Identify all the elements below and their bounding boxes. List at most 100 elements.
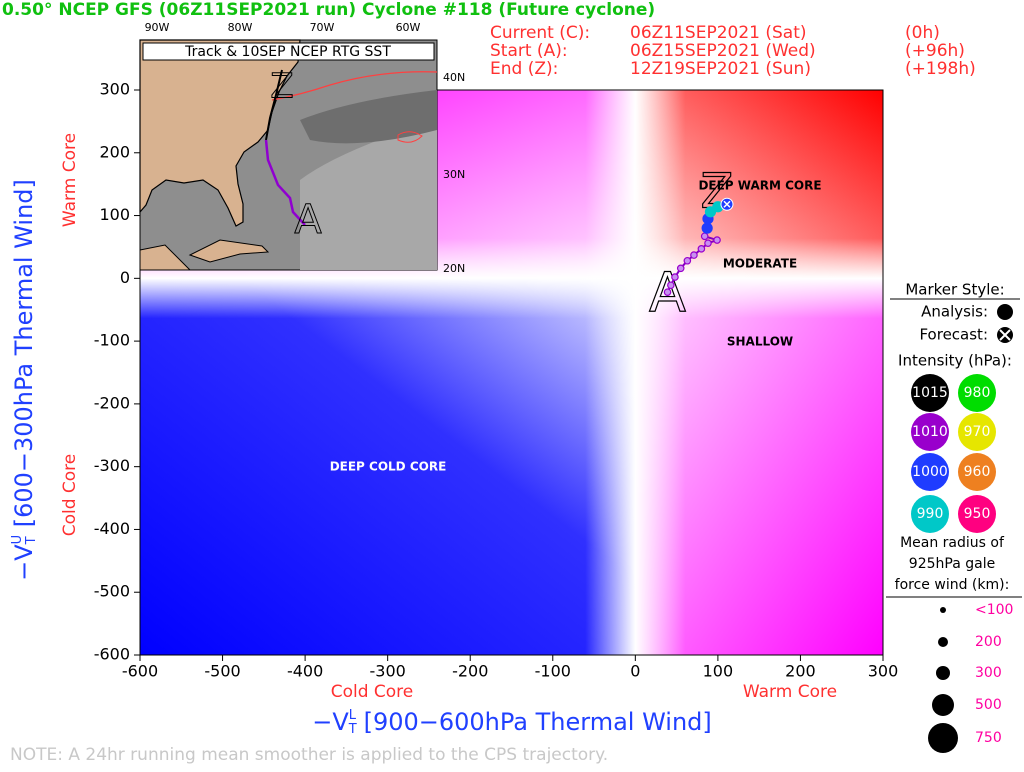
intensity-label: 980	[964, 385, 991, 401]
axis-label-part: [600−300hPa Thermal Wind]	[10, 179, 38, 535]
legend-title: force wind (km):	[895, 577, 1010, 593]
lon-label: 90W	[145, 21, 170, 34]
x-tick-label: -600	[122, 662, 158, 681]
track-point	[667, 281, 675, 290]
lat-label: 40N	[443, 71, 465, 84]
axis-label: −VTU [600−300hPa Thermal Wind]	[10, 179, 39, 581]
y-tick-label: 300	[99, 80, 130, 99]
inset-map: A Z Track & 10SEP NCEP RTG SST 90W 80W 70W 60W…	[139, 21, 465, 275]
intensity-label: 970	[964, 424, 991, 440]
ocean-dark	[300, 90, 437, 144]
radius-swatch	[938, 637, 948, 647]
x-tick-label: -200	[452, 662, 488, 681]
intensity-swatch	[911, 413, 949, 451]
lon-label: 60W	[396, 21, 421, 34]
x-tick-label: -400	[287, 662, 323, 681]
lon-label: 80W	[228, 21, 253, 34]
axis-label-part: [900−600hPa Thermal Wind]	[356, 708, 712, 736]
axis-label-part: −V	[10, 544, 38, 581]
title: 0.50° NCEP GFS (06Z11SEP2021 run) Cyclon…	[2, 0, 655, 20]
y-tick-label: 100	[99, 205, 130, 224]
inset-title: Track & 10SEP NCEP RTG SST	[184, 44, 391, 60]
note: NOTE: A 24hr running mean smoother is ap…	[10, 745, 608, 765]
intensity-label: 950	[964, 506, 991, 522]
info-text: (0h)	[905, 23, 940, 43]
track-point	[683, 256, 692, 265]
info-text: 06Z15SEP2021 (Wed)	[630, 41, 816, 61]
ocean-warm	[300, 120, 437, 270]
track-point	[713, 236, 721, 244]
intensity-swatch	[911, 374, 949, 412]
inset-track	[264, 139, 306, 226]
legend-title: Marker Style:	[905, 281, 1004, 299]
lat-label: 20N	[443, 262, 465, 275]
y-tick-label: -400	[94, 519, 130, 538]
radius-label: 300	[975, 665, 1002, 681]
y-tick-label: -200	[94, 393, 130, 412]
radius-swatch	[932, 694, 954, 716]
track-point	[663, 288, 672, 296]
x-tick-label: 300	[868, 662, 899, 681]
track-point	[700, 232, 709, 241]
track-point	[676, 264, 685, 273]
legend-text: Forecast:	[919, 326, 988, 344]
phase-background	[140, 90, 883, 655]
y-side-label: Warm Core	[60, 133, 80, 227]
legend-title: 925hPa gale	[909, 556, 995, 572]
info-text: 06Z11SEP2021 (Sat)	[630, 23, 807, 43]
x-tick-label: 0	[630, 662, 640, 681]
track-point	[697, 245, 706, 253]
y-tick-label: -100	[94, 331, 130, 350]
track-point	[701, 222, 713, 234]
region-label: DEEP WARM CORE	[698, 179, 821, 193]
radius-label: 750	[975, 730, 1002, 746]
intensity-label: 990	[917, 506, 944, 522]
radius-label: 500	[975, 697, 1002, 713]
axis-label-sup: U	[10, 535, 25, 545]
sst-contour	[397, 131, 423, 143]
inset-track	[265, 69, 283, 141]
intensity-swatch	[958, 453, 996, 491]
lon-label: 70W	[310, 21, 335, 34]
y-tick-label: -300	[94, 456, 130, 475]
legend: Marker Style: Analysis: Forecast: Intensity…	[886, 281, 1022, 753]
x-side-label: Warm Core	[743, 682, 837, 702]
x-tick-label: 100	[703, 662, 734, 681]
y-tick-label: 0	[120, 268, 130, 287]
x-tick-label: 200	[785, 662, 816, 681]
plot-frame	[139, 89, 884, 656]
y-tick-label: 200	[99, 142, 130, 161]
radius-swatch	[940, 607, 946, 613]
legend-text: Analysis:	[921, 303, 988, 321]
axis-label-sub: T	[348, 722, 357, 737]
forecast-x	[999, 329, 1011, 341]
region-label: SHALLOW	[727, 335, 793, 349]
y-side-label: Cold Core	[60, 454, 80, 537]
track-point	[671, 273, 679, 281]
land	[139, 39, 301, 227]
axes: -600 -500 -400 -300 -200 -100 0 100 200 300 -600 -5…	[10, 80, 899, 737]
track: AZ	[648, 163, 734, 325]
current-x	[723, 200, 731, 208]
intensity-label: 1000	[912, 464, 948, 480]
axis-label-part: −V	[312, 708, 349, 736]
radius-label: 200	[975, 634, 1002, 650]
land	[139, 244, 192, 271]
y-tick-label: -600	[94, 645, 130, 664]
inset-start: A	[294, 197, 322, 243]
region-label: DEEP COLD CORE	[330, 460, 447, 474]
land	[188, 239, 270, 263]
region-label: MODERATE	[723, 257, 797, 271]
intensity-swatch	[958, 374, 996, 412]
intensity-swatch	[958, 495, 996, 533]
x-side-label: Cold Core	[331, 682, 414, 702]
axis-label-sup: L	[349, 708, 357, 723]
lat-label: 30N	[443, 168, 465, 181]
inset-title-box	[142, 42, 435, 61]
radius-swatch	[936, 666, 950, 680]
radius-swatch	[928, 723, 958, 753]
info-text: End (Z):	[490, 59, 558, 79]
track-point	[704, 239, 712, 247]
axis-label-sub: T	[24, 536, 39, 545]
